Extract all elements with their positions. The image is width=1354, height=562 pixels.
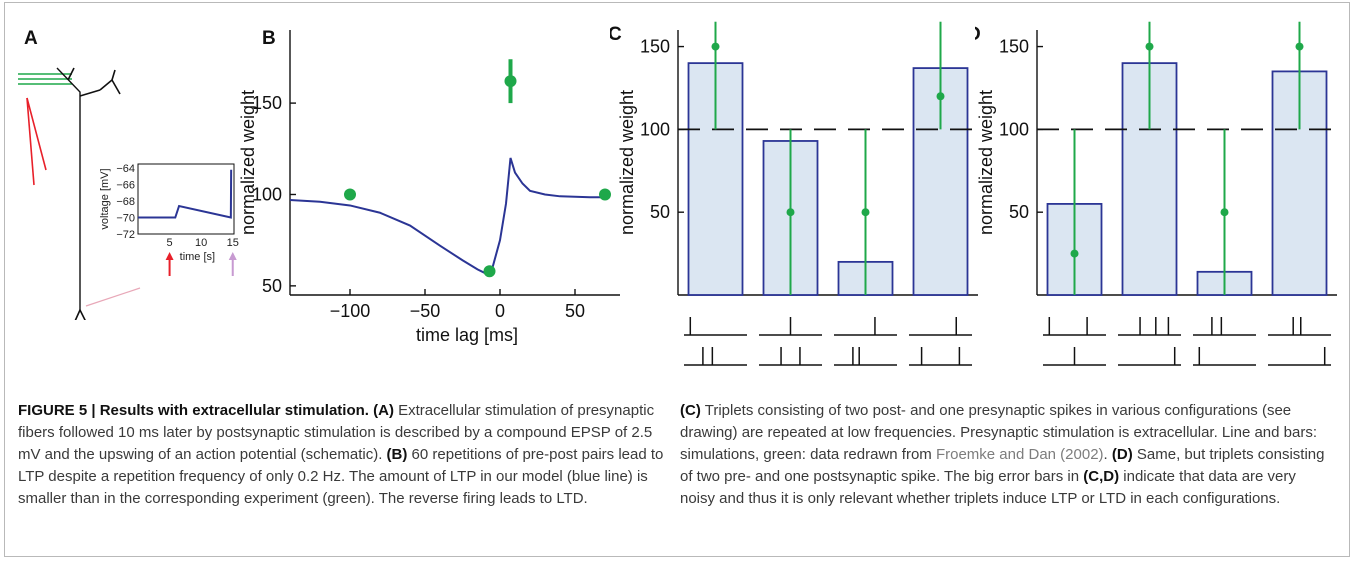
caption-figure-label: FIGURE 5 | Results with extracellular st… bbox=[18, 402, 369, 419]
data-point bbox=[1070, 249, 1079, 258]
caption-tag-b: (B) bbox=[386, 446, 408, 463]
model-curve bbox=[289, 157, 605, 275]
y-tick-label: 100 bbox=[999, 119, 1029, 139]
panel-label-c: C bbox=[610, 24, 622, 45]
caption-tag-cd: (C,D) bbox=[1083, 468, 1120, 485]
x-tick-label: 0 bbox=[495, 301, 505, 321]
dendrite-branch bbox=[111, 69, 116, 81]
x-tick-label: −100 bbox=[330, 301, 371, 321]
caption-tag-a: (A) bbox=[373, 402, 394, 419]
inset-ylabel: voltage [mV] bbox=[99, 168, 111, 229]
caption-text-sep: . bbox=[1103, 446, 1112, 463]
y-axis-label: normalized weight bbox=[976, 90, 996, 235]
caption-text-d: Same, but triplets consisting of two pre… bbox=[680, 446, 1325, 485]
data-point bbox=[1295, 42, 1304, 51]
panel-label-a: A bbox=[24, 28, 38, 49]
inset-xlabel: time [s] bbox=[180, 251, 215, 263]
voltage-trace bbox=[138, 169, 233, 219]
neuron-drawing bbox=[18, 67, 141, 320]
dendrite-branch bbox=[111, 79, 121, 95]
citation-link[interactable]: Froemke and Dan (2002) bbox=[935, 446, 1104, 463]
dendrite-branch bbox=[67, 67, 75, 81]
panel-label-b: B bbox=[262, 28, 276, 49]
inset-ytick-label: −68 bbox=[116, 196, 135, 208]
inset-xtick-label: 5 bbox=[167, 237, 173, 249]
panel-b-chart: B −100 −50 0 50 50 100 150 time lag [ms] normaliz… bbox=[240, 28, 620, 345]
data-point bbox=[786, 208, 795, 217]
y-tick-label: 50 bbox=[262, 276, 282, 296]
caption-tag-c: (C) bbox=[680, 402, 701, 419]
panel-a-inset: −64 −66 −68 −70 −72 5 10 15 time [s] voltage [mV] bbox=[99, 163, 239, 276]
red-fiber bbox=[26, 97, 47, 171]
caption-right: (C) Triplets consisting of two post- and… bbox=[680, 400, 1330, 510]
data-point bbox=[599, 188, 611, 201]
caption-text-a: Extracellular stimulation of presynaptic… bbox=[18, 402, 655, 463]
y-tick-label: 50 bbox=[650, 202, 670, 222]
apical-dendrite bbox=[56, 67, 81, 320]
data-point bbox=[936, 92, 945, 101]
data-point bbox=[483, 265, 496, 278]
data-point bbox=[1220, 208, 1229, 217]
inset-ytick-label: −64 bbox=[116, 163, 135, 175]
caption-text-c: Triplets consisting of two post- and one… bbox=[680, 402, 1318, 463]
dendrite-branch bbox=[79, 89, 101, 97]
x-tick-label: 50 bbox=[565, 301, 585, 321]
dendrite-branch bbox=[99, 79, 113, 91]
data-point bbox=[711, 42, 720, 51]
inset-ytick-label: −66 bbox=[116, 180, 135, 192]
y-tick-label: 150 bbox=[252, 93, 282, 113]
inset-ytick-label: −70 bbox=[116, 213, 135, 225]
figure-frame bbox=[4, 2, 1350, 557]
caption-text-end: indicate that data are very noisy and th… bbox=[680, 468, 1296, 507]
inset-xtick-label: 10 bbox=[195, 237, 207, 249]
data-point bbox=[344, 188, 356, 201]
y-axis-label: normalized weight bbox=[617, 90, 637, 235]
caption-tag-d: (D) bbox=[1111, 446, 1133, 463]
y-tick-label: 100 bbox=[252, 184, 282, 204]
post-stim-arrowhead bbox=[228, 252, 237, 260]
panel-a: A bbox=[18, 28, 141, 320]
panel-c-chart: C 50 100 150 normalized weight bbox=[610, 21, 978, 366]
caption-text-b: 60 repetitions of pre-post pairs lead to… bbox=[18, 446, 664, 507]
inset-xtick-label: 15 bbox=[227, 237, 239, 249]
panel-d-chart: D 50 100 150 normalized weight bbox=[975, 21, 1337, 366]
y-tick-label: 150 bbox=[999, 37, 1029, 57]
pink-stim-line bbox=[85, 287, 141, 307]
data-point bbox=[1145, 42, 1154, 51]
data-point bbox=[861, 208, 870, 217]
y-axis-label: normalized weight bbox=[240, 90, 258, 235]
inset-ytick-label: −72 bbox=[116, 229, 135, 241]
y-tick-label: 150 bbox=[640, 37, 670, 57]
y-tick-label: 100 bbox=[640, 119, 670, 139]
red-fiber bbox=[26, 97, 35, 186]
x-axis-label: time lag [ms] bbox=[416, 325, 518, 345]
y-tick-label: 50 bbox=[1009, 202, 1029, 222]
caption-left: FIGURE 5 | Results with extracellular st… bbox=[18, 400, 668, 510]
soma-triangle bbox=[74, 308, 86, 320]
x-tick-label: −50 bbox=[410, 301, 441, 321]
pre-stim-arrowhead bbox=[165, 252, 174, 260]
data-point bbox=[504, 75, 517, 88]
inset-axes-box bbox=[137, 163, 235, 235]
panel-label-d: D bbox=[975, 24, 981, 45]
